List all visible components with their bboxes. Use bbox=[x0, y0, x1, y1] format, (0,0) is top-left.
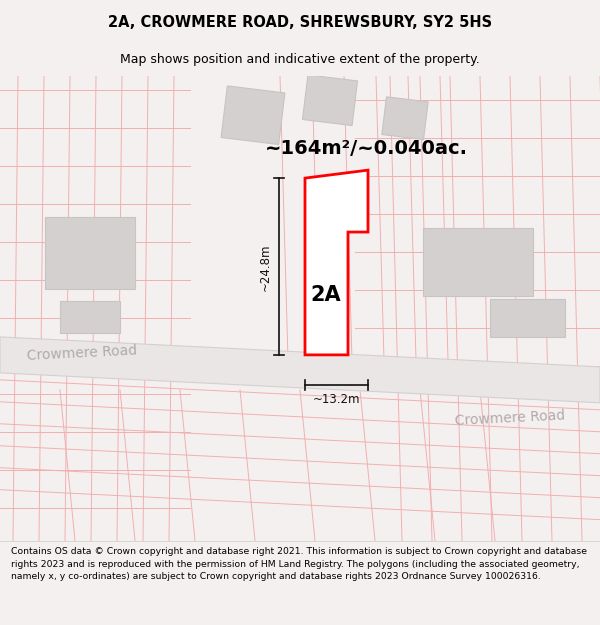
Text: 2A: 2A bbox=[311, 285, 341, 305]
Text: Crowmere Road: Crowmere Road bbox=[454, 408, 566, 428]
Polygon shape bbox=[423, 228, 533, 296]
Text: Map shows position and indicative extent of the property.: Map shows position and indicative extent… bbox=[120, 53, 480, 66]
Polygon shape bbox=[490, 299, 565, 337]
Polygon shape bbox=[221, 86, 285, 144]
Polygon shape bbox=[60, 301, 120, 333]
Polygon shape bbox=[305, 170, 368, 355]
Polygon shape bbox=[45, 217, 135, 289]
Text: 2A, CROWMERE ROAD, SHREWSBURY, SY2 5HS: 2A, CROWMERE ROAD, SHREWSBURY, SY2 5HS bbox=[108, 16, 492, 31]
Polygon shape bbox=[382, 97, 428, 139]
Polygon shape bbox=[302, 75, 358, 126]
Text: ~164m²/~0.040ac.: ~164m²/~0.040ac. bbox=[265, 139, 468, 158]
Text: ~13.2m: ~13.2m bbox=[313, 393, 360, 406]
Text: Contains OS data © Crown copyright and database right 2021. This information is : Contains OS data © Crown copyright and d… bbox=[11, 548, 587, 581]
Polygon shape bbox=[0, 337, 600, 402]
Text: ~24.8m: ~24.8m bbox=[259, 243, 271, 291]
Text: Crowmere Road: Crowmere Road bbox=[26, 343, 137, 362]
